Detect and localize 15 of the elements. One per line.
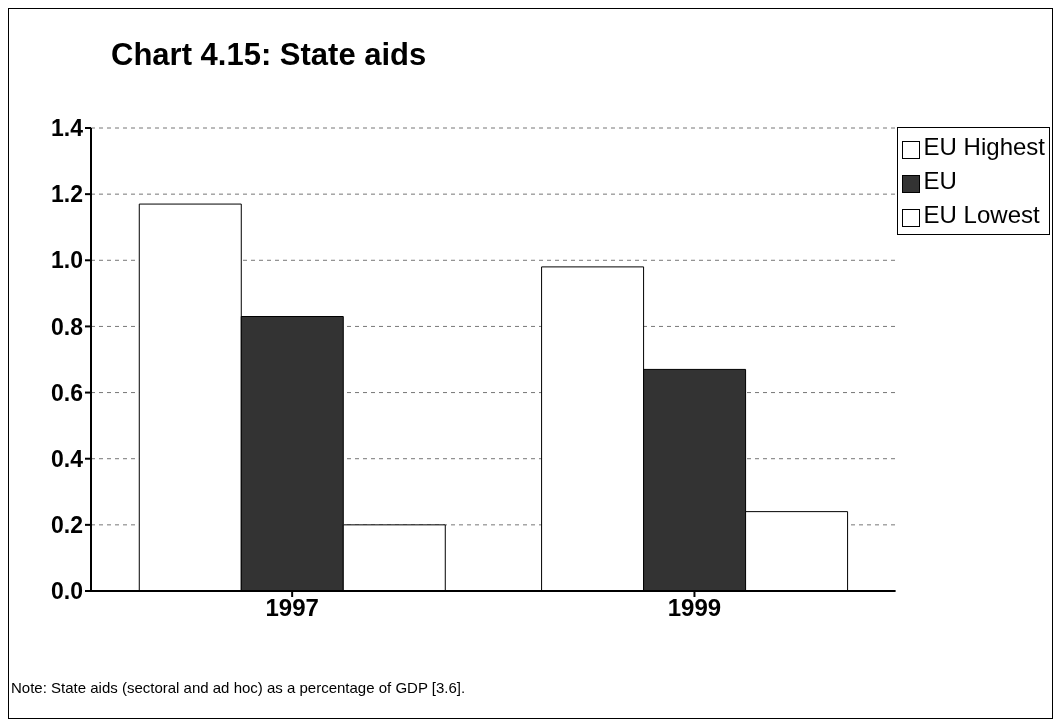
x-tick-label: 1997 [265, 594, 319, 622]
y-tick-label: 1.4 [51, 115, 84, 142]
y-tick-label: 0.8 [51, 313, 84, 340]
y-tick-label: 0.2 [51, 512, 83, 539]
y-tick-label: 0.0 [51, 578, 83, 605]
legend-label: EU Lowest [923, 200, 1040, 230]
text: Note: State aids (sectoral and ad hoc) as a percentage of GDP [3.6]. [11, 679, 466, 696]
x-tick-label: 1999 [667, 594, 722, 622]
y-tick-label: 1.2 [51, 181, 83, 208]
legend-label: EU [923, 166, 957, 196]
legend-label: EU Highest [923, 132, 1045, 162]
y-tick-label: 0.4 [51, 445, 84, 472]
y-tick-label: 0.6 [51, 379, 83, 406]
y-tick-label: 1.0 [51, 247, 83, 274]
chart-title: Chart 4.15: State aids [111, 37, 427, 73]
